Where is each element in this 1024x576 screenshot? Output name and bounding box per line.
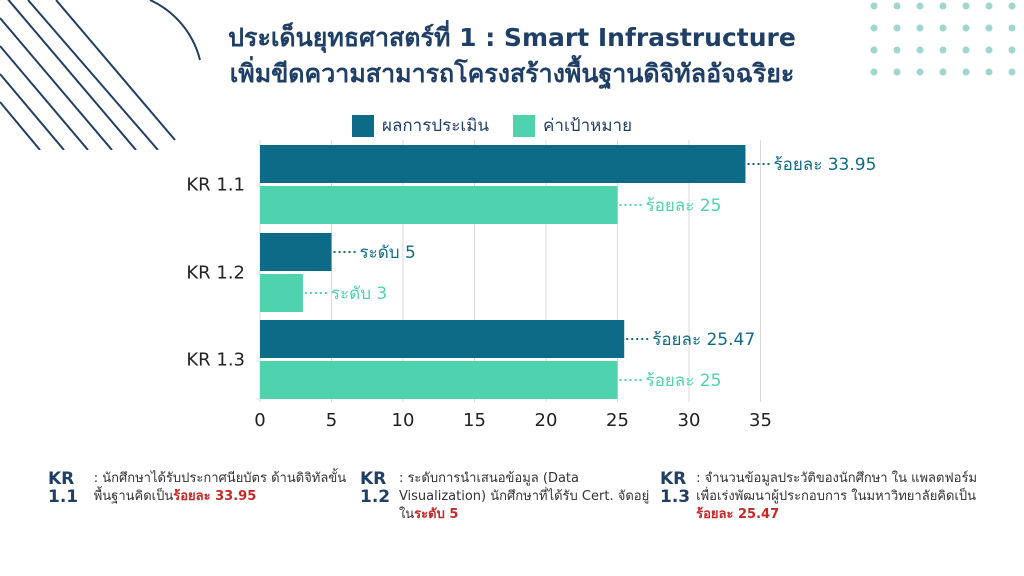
decor-dot xyxy=(916,46,924,54)
decor-dot xyxy=(870,46,878,54)
footer-kr-label: KR 1.1 xyxy=(48,469,79,507)
footer-text: : ระดับการนำเสนอข้อมูล (Data Visualizati… xyxy=(398,471,650,522)
decor-dot xyxy=(962,2,970,10)
x-tick-label: 35 xyxy=(749,410,772,431)
footer-text: : นักศึกษาได้รับประกาศนียบัตร ด้านดิจิทั… xyxy=(93,471,347,504)
data-label: ร้อยละ 25 xyxy=(646,196,722,216)
data-label: ระดับ 3 xyxy=(331,284,387,304)
page-subtitle: เพิ่มขีดความสามารถโครงสร้างพื้นฐานดิจิทั… xyxy=(229,59,795,88)
decor-dot xyxy=(893,24,901,32)
footer-kr-label: KR 1.3 xyxy=(660,469,691,507)
footer-kr-label: KR 1.2 xyxy=(360,469,391,507)
footer-note-3: KR 1.3 : จำนวนข้อมูลประวัติของนักศึกษา ใ… xyxy=(660,470,980,524)
legend-item-result: ผลการประเมิน xyxy=(352,112,489,139)
legend-label-result: ผลการประเมิน xyxy=(382,116,490,136)
decor-dot xyxy=(870,2,878,10)
decor-dot xyxy=(893,2,901,10)
decor-dot xyxy=(939,2,947,10)
footer-highlight: ระดับ 5 xyxy=(414,507,459,522)
y-category-label: KR 1.3 xyxy=(186,350,245,371)
footer-note-2: KR 1.2 : ระดับการนำเสนอข้อมูล (Data Visu… xyxy=(360,470,660,524)
x-tick-label: 15 xyxy=(463,410,486,431)
decor-dot xyxy=(1008,68,1016,76)
decor-dot xyxy=(985,24,993,32)
decor-dot xyxy=(893,46,901,54)
bar-result xyxy=(260,320,625,358)
bar-target xyxy=(260,186,618,224)
decor-dot xyxy=(916,24,924,32)
decor-dot xyxy=(870,24,878,32)
decor-dot xyxy=(985,68,993,76)
decor-dot xyxy=(985,46,993,54)
legend-item-target: ค่าเป้าหมาย xyxy=(513,112,632,139)
bar-target xyxy=(260,274,303,312)
decor-dot xyxy=(1008,2,1016,10)
y-category-label: KR 1.1 xyxy=(186,175,245,196)
x-tick-label: 20 xyxy=(535,410,558,431)
legend-label-target: ค่าเป้าหมาย xyxy=(543,116,633,136)
decorative-lines xyxy=(0,0,201,150)
footer-highlight: ร้อยละ 33.95 xyxy=(173,489,257,504)
x-tick-label: 30 xyxy=(678,410,701,431)
data-label: ร้อยละ 25 xyxy=(646,371,722,391)
footer-note-1: KR 1.1 : นักศึกษาได้รับประกาศนียบัตร ด้า… xyxy=(48,470,358,506)
bar-target xyxy=(260,361,618,399)
footer-text: : จำนวนข้อมูลประวัติของนักศึกษา ใน แพลตฟ… xyxy=(696,471,978,504)
decor-dot xyxy=(916,2,924,10)
data-label: ร้อยละ 25.47 xyxy=(652,330,755,350)
decor-dot xyxy=(962,24,970,32)
decorative-dots xyxy=(870,2,1016,76)
decor-dot xyxy=(1008,24,1016,32)
legend-swatch-result xyxy=(352,114,374,137)
data-label: ระดับ 5 xyxy=(360,243,416,263)
x-tick-label: 0 xyxy=(254,410,265,431)
bar-result xyxy=(260,233,332,271)
bar-chart: 0 5 10 15 20 25 30 35 KR 1.1 ร้อยละ 33.95 ร้อยละ 2… xyxy=(186,140,876,431)
decor-dot xyxy=(962,68,970,76)
decor-dot xyxy=(1008,46,1016,54)
chart-legend: ผลการประเมิน ค่าเป้าหมาย xyxy=(352,112,646,139)
x-tick-label: 10 xyxy=(392,410,415,431)
decor-dot xyxy=(939,68,947,76)
page-title: ประเด็นยุทธศาสตร์ที่ 1 : Smart Infrastru… xyxy=(228,23,796,52)
bar-result xyxy=(260,145,746,183)
legend-swatch-target xyxy=(513,114,536,137)
x-tick-label: 25 xyxy=(606,410,629,431)
footer-highlight: ร้อยละ 25.47 xyxy=(696,507,780,522)
data-label: ร้อยละ 33.95 xyxy=(773,155,876,175)
decor-dot xyxy=(870,68,878,76)
decor-dot xyxy=(985,2,993,10)
decor-dot xyxy=(939,24,947,32)
decor-dot xyxy=(962,46,970,54)
decor-dot xyxy=(916,68,924,76)
decor-dot xyxy=(893,68,901,76)
x-tick-label: 5 xyxy=(326,410,337,431)
decor-dot xyxy=(939,46,947,54)
y-category-label: KR 1.2 xyxy=(186,263,245,284)
